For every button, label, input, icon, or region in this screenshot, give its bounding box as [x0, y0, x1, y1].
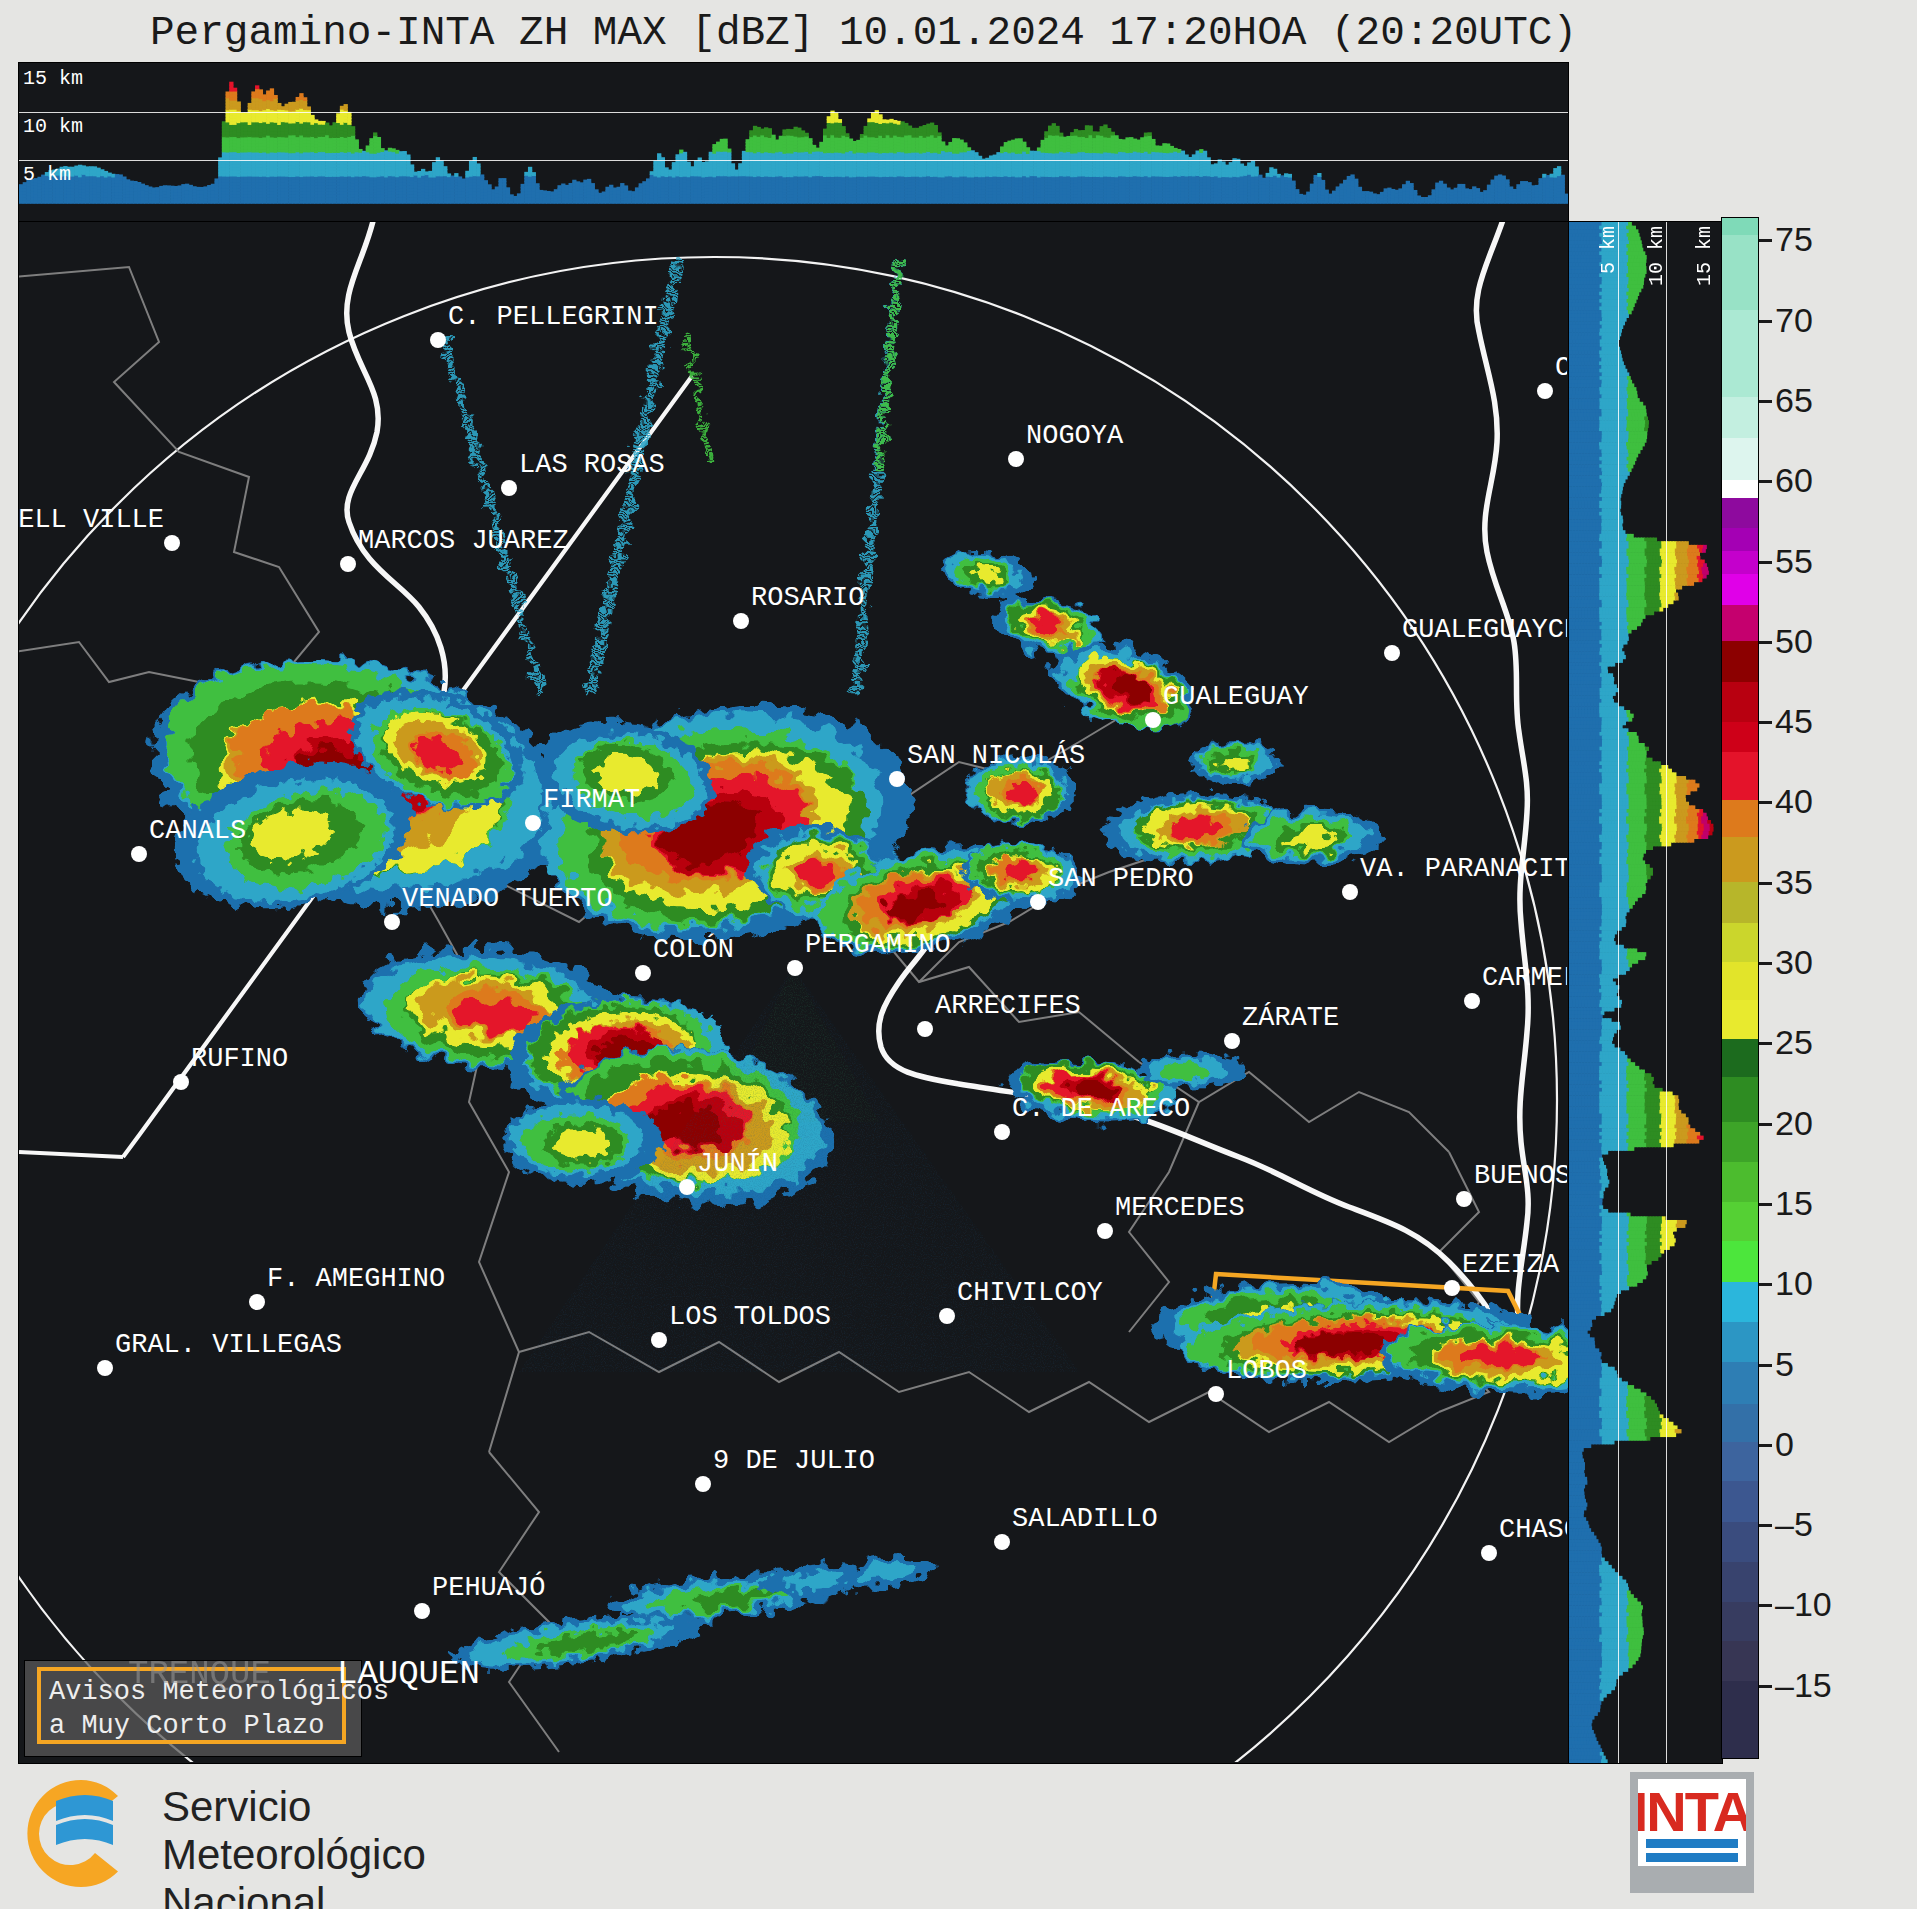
svg-text:INTA: INTA: [1638, 1783, 1746, 1843]
